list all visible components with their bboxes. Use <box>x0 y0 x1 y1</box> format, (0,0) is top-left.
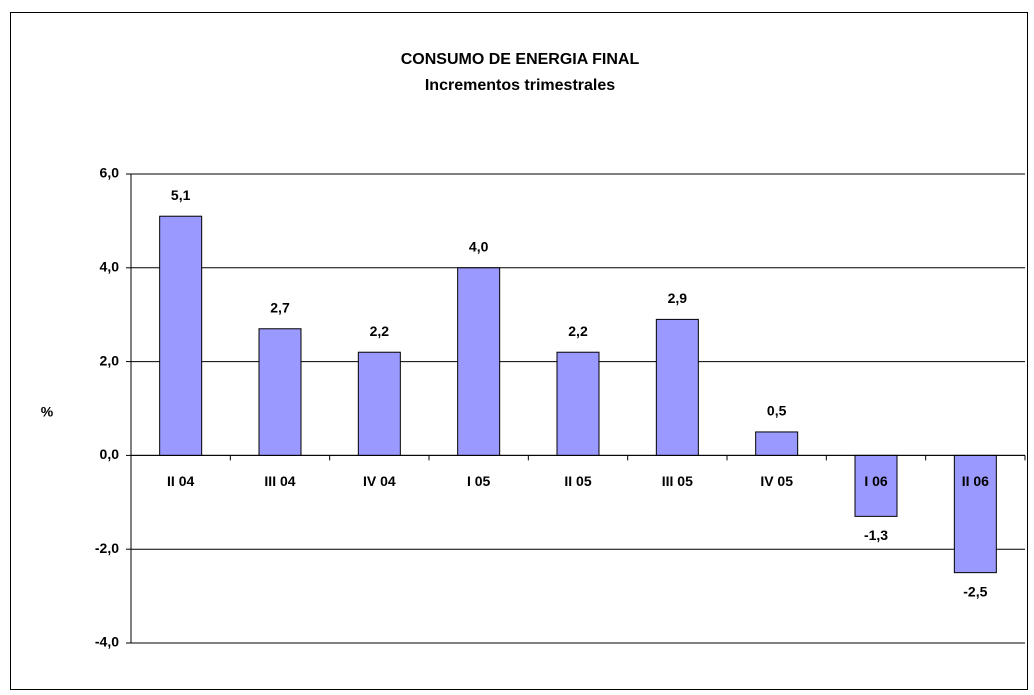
data-label: 0,5 <box>767 403 787 419</box>
x-tick-label: III 05 <box>662 473 693 489</box>
x-tick-label: II 04 <box>167 473 194 489</box>
bar <box>655 318 699 456</box>
x-tick-label: IV 04 <box>363 473 396 489</box>
bar <box>258 328 302 456</box>
y-tick-label: 4,0 <box>100 259 120 275</box>
y-tick-label: -2,0 <box>95 540 119 556</box>
x-tick-label: III 04 <box>264 473 295 489</box>
bar <box>357 351 401 456</box>
bar <box>854 454 898 517</box>
x-tick-label: II 06 <box>962 473 989 489</box>
data-label: 2,9 <box>668 290 688 306</box>
data-label: 2,2 <box>370 323 390 339</box>
data-label: -1,3 <box>864 527 888 543</box>
data-label: 4,0 <box>469 239 489 255</box>
chart-subtitle: Incrementos trimestrales <box>425 77 615 94</box>
data-label: -2,5 <box>963 583 987 599</box>
y-tick-label: -4,0 <box>95 634 119 650</box>
data-label: 2,2 <box>568 323 588 339</box>
y-tick-label: 6,0 <box>100 165 120 181</box>
data-label: 2,7 <box>270 299 290 315</box>
y-tick-label: 2,0 <box>100 352 120 368</box>
x-tick-label: II 05 <box>564 473 591 489</box>
x-tick-label: IV 05 <box>760 473 793 489</box>
y-tick-label: 0,0 <box>100 446 120 462</box>
data-label: 5,1 <box>171 187 191 203</box>
x-tick-label: I 06 <box>864 473 888 489</box>
bar <box>953 454 997 574</box>
bar <box>457 267 501 456</box>
bar <box>159 215 203 456</box>
bar <box>556 351 600 456</box>
chart-title: CONSUMO DE ENERGIA FINAL <box>401 51 640 68</box>
bar <box>755 431 799 456</box>
x-tick-label: I 05 <box>467 473 491 489</box>
y-axis-label: % <box>41 404 54 420</box>
